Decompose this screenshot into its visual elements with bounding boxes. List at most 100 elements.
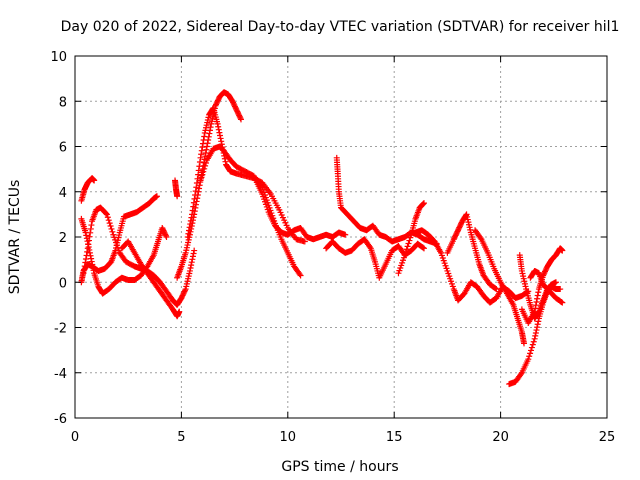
data-point	[531, 335, 538, 342]
data-point	[197, 154, 204, 161]
data-point	[201, 133, 208, 140]
data-point	[420, 200, 427, 207]
data-point	[202, 149, 209, 156]
y-tick-label: 4	[59, 186, 67, 201]
series-arc-14	[412, 227, 532, 306]
data-point	[187, 221, 194, 228]
data-point	[184, 234, 191, 240]
data-point	[401, 252, 408, 259]
series-arc-5	[118, 238, 183, 320]
data-point	[402, 249, 409, 256]
x-tick-label: 5	[177, 430, 185, 445]
data-point	[526, 353, 533, 360]
data-point	[186, 224, 193, 231]
data-point	[82, 259, 89, 266]
data-point	[189, 207, 196, 214]
x-tick-label: 25	[599, 430, 616, 445]
data-point	[80, 270, 87, 277]
data-point	[88, 255, 95, 262]
data-point	[87, 229, 94, 236]
data-point	[532, 332, 539, 339]
data-point	[525, 356, 532, 363]
data-point	[406, 237, 413, 244]
data-point	[215, 126, 222, 133]
data-point	[558, 298, 565, 305]
y-tick-label: 8	[59, 95, 67, 110]
data-point	[218, 138, 225, 145]
data-point	[86, 249, 93, 256]
x-tick-label: 15	[386, 430, 403, 445]
chart-title: Day 020 of 2022, Sidereal Day-to-day VTE…	[61, 19, 620, 35]
x-tick-label: 10	[280, 430, 297, 445]
data-point	[107, 223, 114, 230]
data-point	[106, 220, 113, 227]
y-tick-label: 2	[59, 231, 67, 246]
series-arc-20	[527, 267, 566, 306]
series-arc-12	[323, 236, 427, 281]
data-point	[203, 146, 210, 153]
data-point	[559, 299, 566, 306]
series-arc-3	[78, 193, 160, 286]
data-point	[492, 285, 499, 292]
data-point	[202, 162, 209, 169]
data-point	[297, 272, 304, 279]
data-point	[200, 168, 207, 175]
data-point	[214, 120, 221, 127]
data-point	[195, 167, 202, 174]
data-point	[186, 227, 192, 234]
data-point	[87, 225, 94, 232]
series-arc-15	[444, 211, 500, 293]
data-point	[85, 241, 92, 248]
data-point	[405, 240, 412, 247]
data-point	[199, 144, 206, 151]
data-point	[532, 329, 539, 336]
y-tick-label: -2	[54, 322, 67, 337]
data-point	[529, 341, 536, 348]
data-point	[535, 289, 542, 296]
data-point	[528, 344, 535, 351]
data-point	[81, 263, 88, 270]
data-point	[203, 159, 210, 166]
data-point	[186, 267, 193, 274]
data-point	[187, 265, 194, 272]
series-arc-2	[78, 215, 170, 297]
y-axis-label: SDTVAR / TECUs	[7, 180, 23, 295]
y-tick-label: 0	[59, 276, 67, 291]
data-point	[188, 214, 195, 221]
y-tick-label: 10	[50, 50, 67, 65]
data-point	[189, 256, 196, 263]
data-point	[192, 188, 199, 195]
data-point	[530, 338, 537, 345]
x-tick-label: 0	[71, 430, 79, 445]
data-point	[84, 245, 91, 252]
data-point	[103, 211, 110, 218]
data-point	[196, 159, 203, 166]
data-point	[105, 217, 112, 224]
data-point	[301, 238, 308, 245]
data-point	[517, 371, 524, 378]
data-point	[209, 106, 216, 113]
data-point	[237, 116, 244, 123]
data-point	[176, 308, 183, 315]
data-series	[78, 89, 566, 388]
data-point	[200, 137, 207, 144]
data-point	[521, 340, 528, 347]
data-point	[108, 225, 115, 232]
data-point	[91, 177, 98, 184]
x-axis-label: GPS time / hours	[281, 459, 398, 475]
data-point	[103, 210, 110, 217]
data-point	[188, 262, 195, 269]
series-arc-10	[252, 177, 349, 243]
data-point	[534, 295, 541, 302]
data-point	[83, 252, 90, 259]
data-point	[195, 188, 202, 195]
data-point	[85, 237, 92, 244]
data-point	[403, 246, 410, 253]
data-point	[534, 321, 541, 328]
data-point	[83, 232, 90, 239]
series-arc-1	[78, 175, 98, 204]
data-point	[342, 231, 349, 238]
data-point	[104, 214, 111, 221]
data-point	[86, 233, 93, 240]
